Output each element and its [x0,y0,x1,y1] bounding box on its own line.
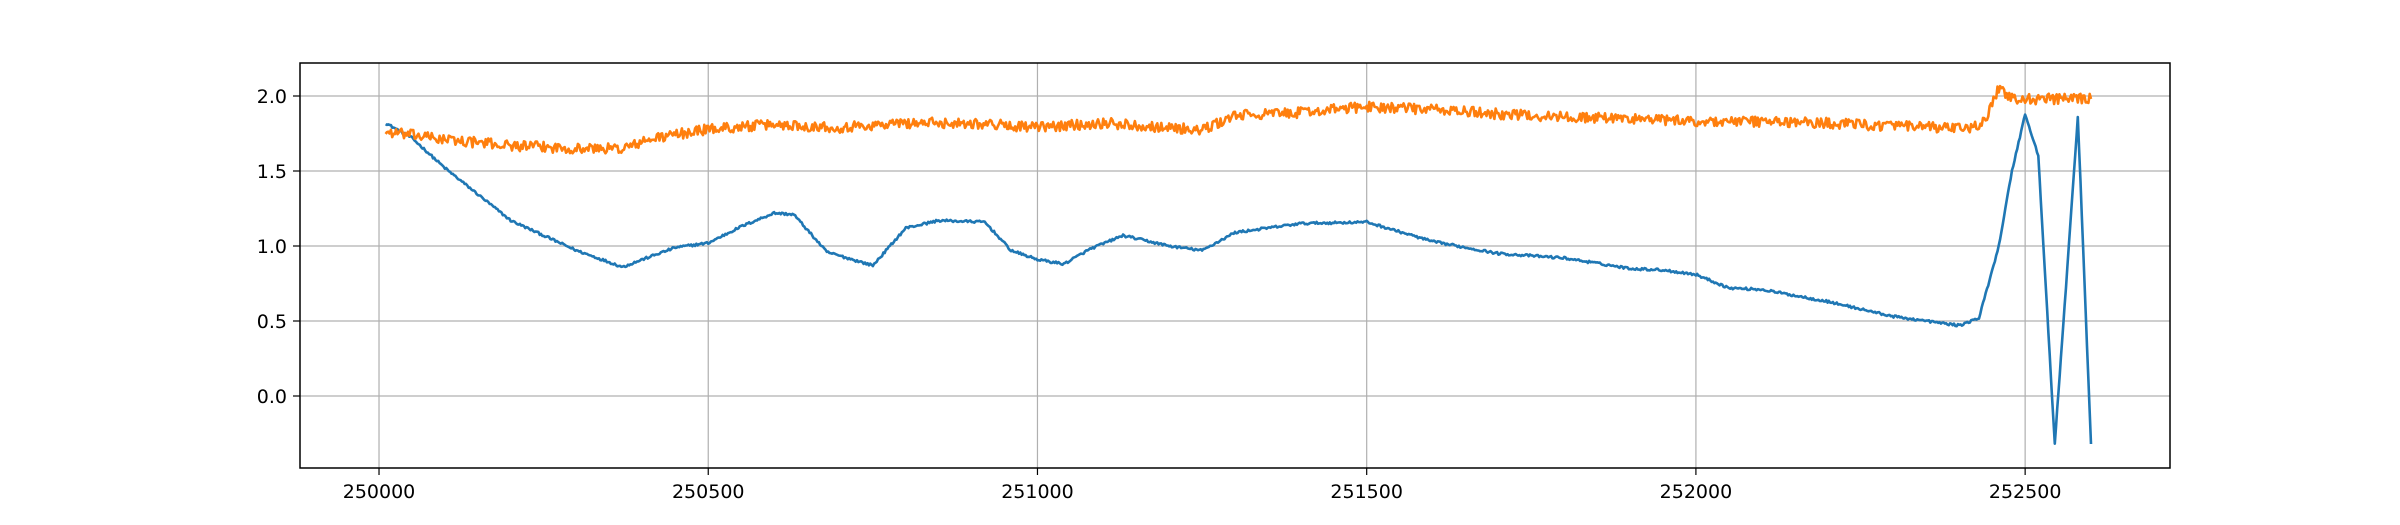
plot-frame [299,62,2171,469]
series-line-1 [384,113,2093,446]
series-line-2 [384,84,2093,155]
x-tick-label: 250500 [672,481,745,503]
series-layer [384,84,2093,446]
x-axis: 250000 250500 251000 251500 252000 252500 [343,468,2062,503]
y-tick-label: 1.0 [257,236,287,258]
x-tick-label: 252000 [1660,481,1733,503]
y-tick-label: 1.5 [257,161,287,183]
y-tick-label: 2.0 [257,86,287,108]
grid [300,63,2170,468]
x-tick-label: 250000 [343,481,416,503]
y-axis: 0.0 0.5 1.0 1.5 2.0 [257,86,300,408]
x-tick-label: 251500 [1330,481,1403,503]
x-tick-label: 252500 [1989,481,2062,503]
y-tick-label: 0.5 [257,311,287,333]
y-tick-label: 0.0 [257,386,287,408]
x-tick-label: 251000 [1001,481,1074,503]
